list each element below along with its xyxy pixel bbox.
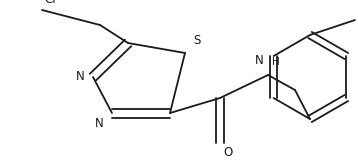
Text: N: N xyxy=(76,70,85,83)
Text: N: N xyxy=(255,54,264,67)
Text: O: O xyxy=(223,146,232,159)
Text: Cl: Cl xyxy=(44,0,55,6)
Text: H: H xyxy=(272,57,280,67)
Text: S: S xyxy=(193,34,200,47)
Text: N: N xyxy=(95,117,104,130)
